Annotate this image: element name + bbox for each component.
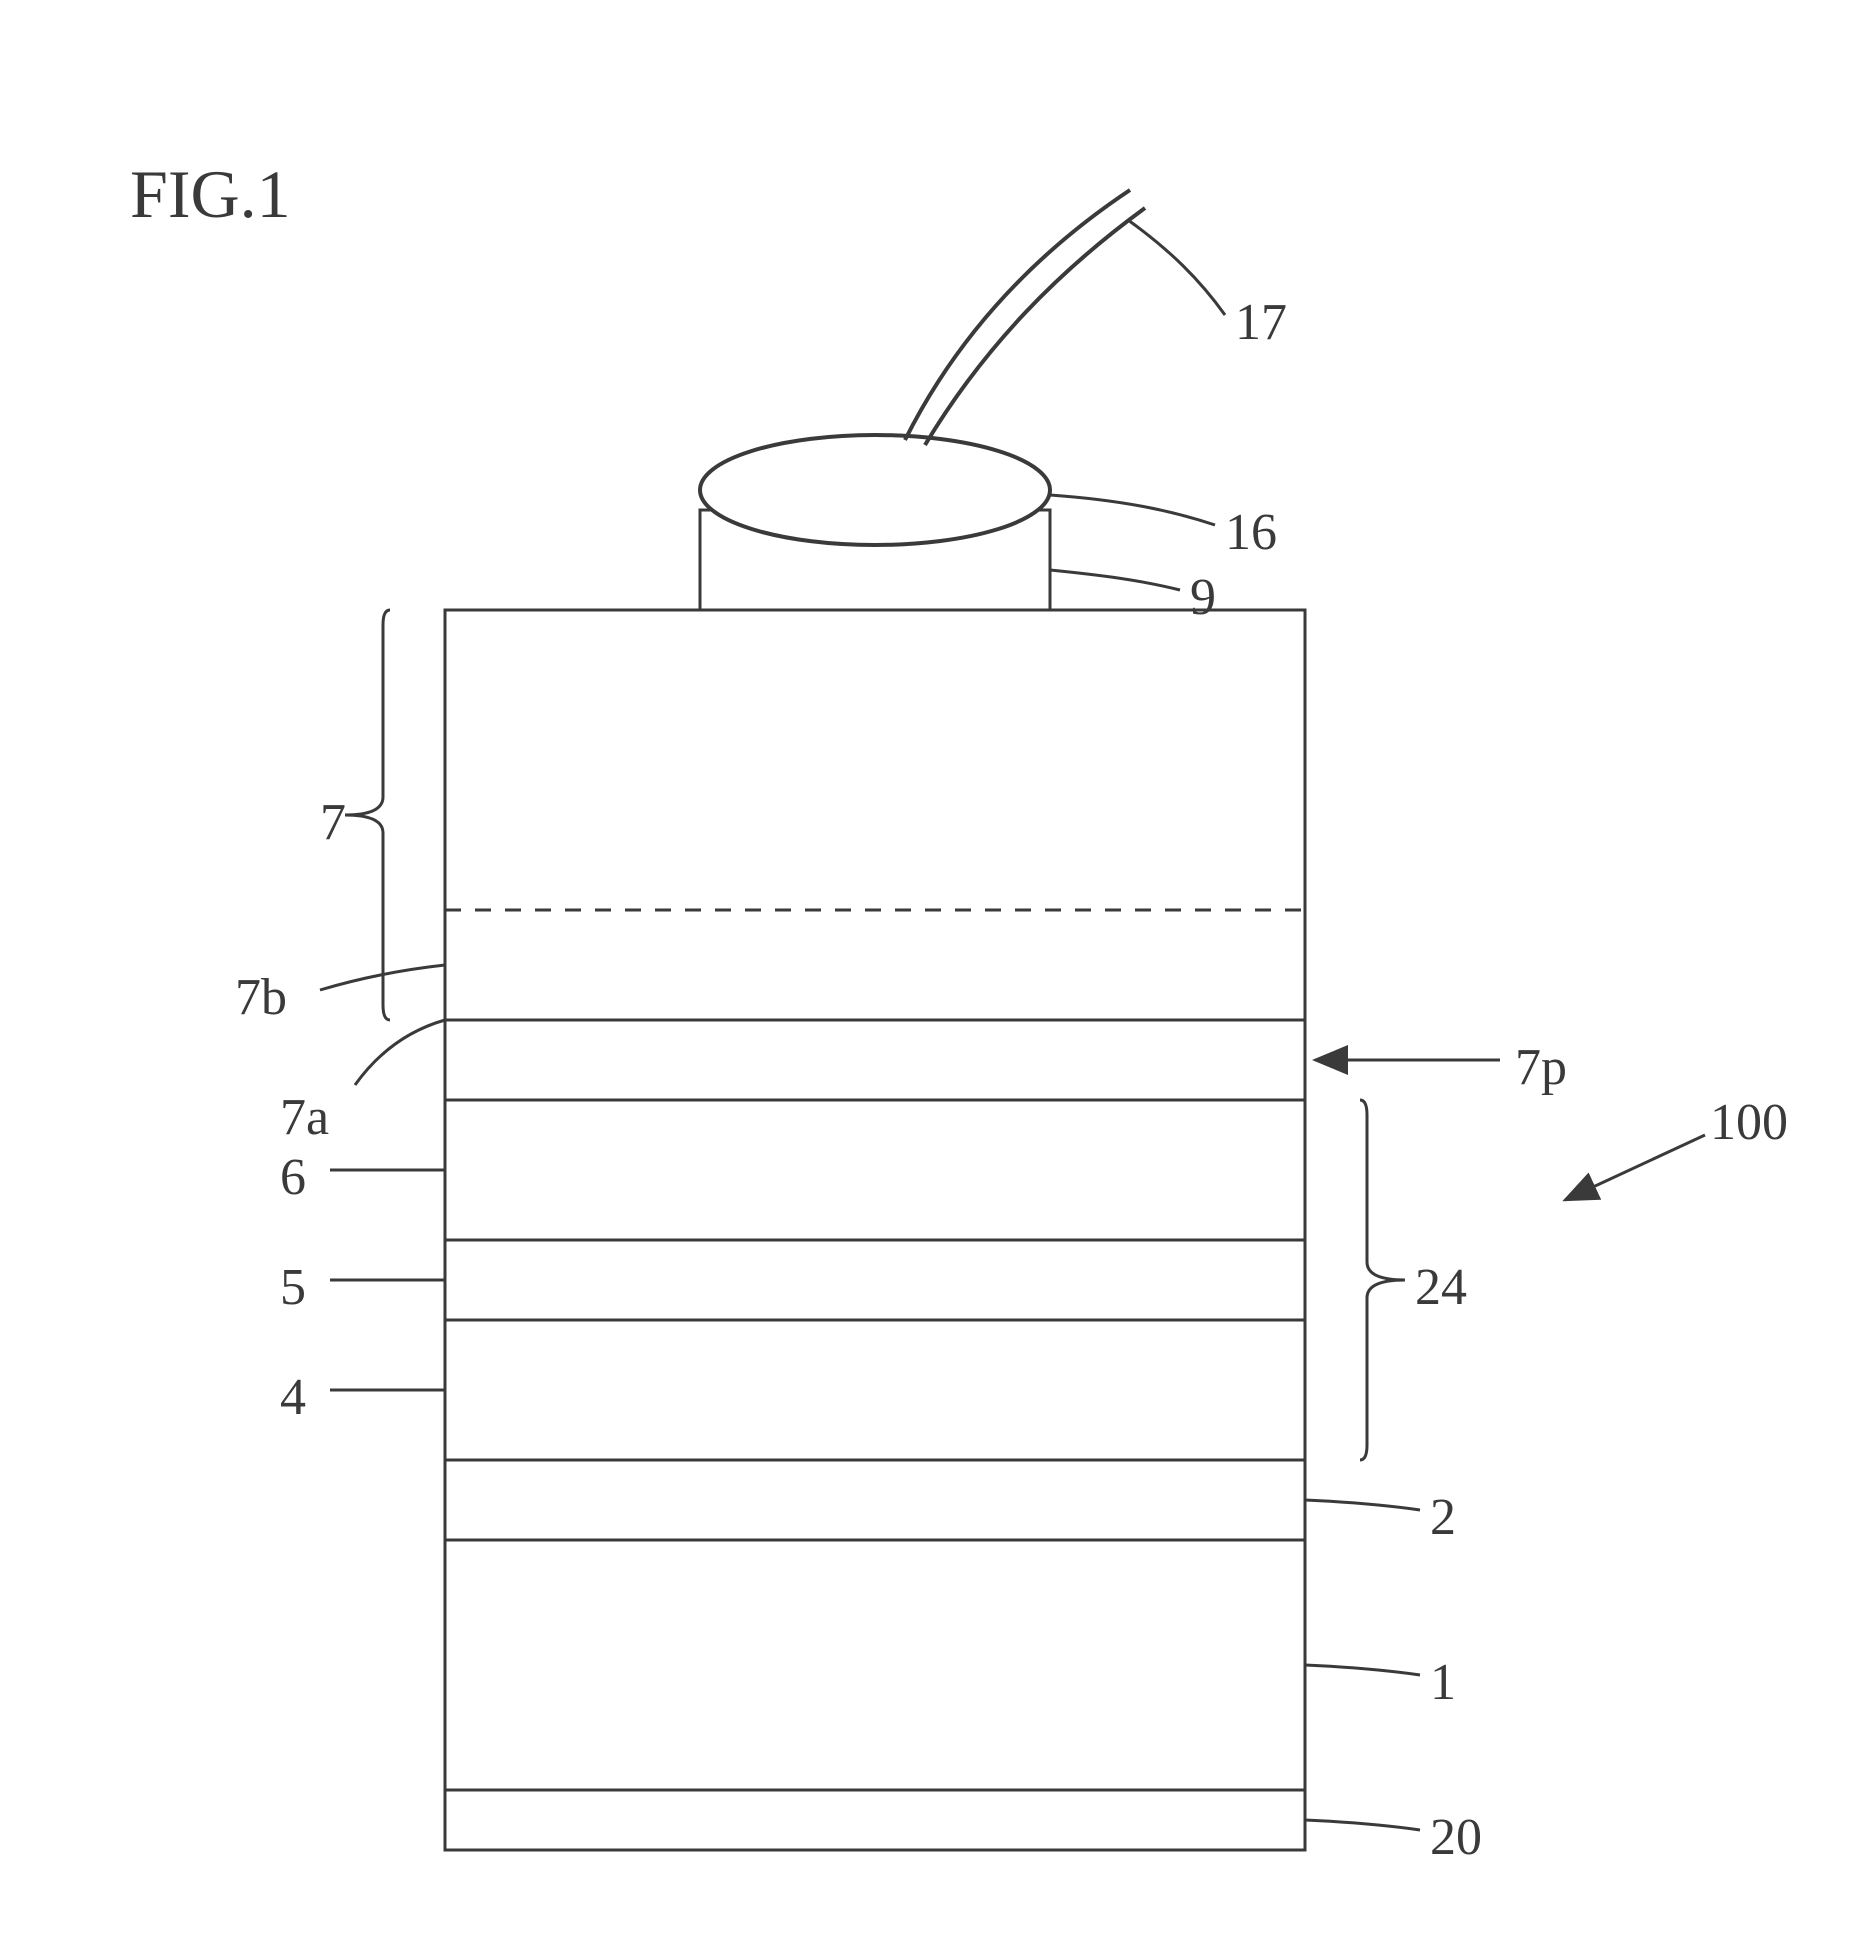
lead-7a <box>355 1020 445 1085</box>
lead-17 <box>1128 220 1225 315</box>
lead-7p-label: 7p <box>1515 1038 1567 1097</box>
layer-4-label: n-AlGaInP <box>445 1320 1305 1460</box>
layer-7-label: p-GaP <box>445 550 1305 960</box>
lead-20-label: 20 <box>1430 1808 1482 1867</box>
lead-4-label: 4 <box>280 1368 306 1427</box>
lead-7b <box>320 965 445 990</box>
lead-17-label: 17 <box>1235 293 1287 352</box>
lead-5-label: 5 <box>280 1258 306 1317</box>
bracket-7-label: 7 <box>320 793 346 852</box>
lead-2 <box>1305 1500 1420 1510</box>
lead-9-label: 9 <box>1190 568 1216 627</box>
lead-100 <box>1565 1135 1705 1200</box>
lead-16-label: 16 <box>1225 503 1277 562</box>
bracket-24 <box>1360 1100 1405 1460</box>
lead-1 <box>1305 1665 1420 1675</box>
lead-7b-label: 7b <box>235 968 287 1027</box>
bracket-24-label: 24 <box>1415 1258 1467 1317</box>
bracket-7 <box>345 610 390 1020</box>
layer-6-label: p-AlGaInP <box>445 1100 1305 1240</box>
layer-5-label: i-AlGaInP <box>445 1240 1305 1320</box>
lead-1-label: 1 <box>1430 1653 1456 1712</box>
layer-7p-label: p-GaP <box>445 1020 1305 1100</box>
lead-7a-label: 7a <box>280 1088 329 1147</box>
lead-20 <box>1305 1820 1420 1830</box>
figure-canvas: FIG.1 GaAs SubstrateGaAsn-AlGaInPi-AlGaI… <box>0 0 1850 1954</box>
bond-wire-2 <box>925 208 1145 445</box>
layer-1-label: GaAs Substrate <box>445 1540 1305 1790</box>
layer-2-label: GaAs <box>445 1460 1305 1540</box>
figure-title: FIG.1 <box>130 155 291 234</box>
lead-16 <box>1050 495 1215 525</box>
lead-2-label: 2 <box>1430 1488 1456 1547</box>
lead-100-label: 100 <box>1710 1093 1788 1152</box>
layer-20 <box>445 1790 1305 1850</box>
lead-6-label: 6 <box>280 1148 306 1207</box>
bond-wire-1 <box>905 190 1130 440</box>
bond-ball <box>700 435 1050 545</box>
